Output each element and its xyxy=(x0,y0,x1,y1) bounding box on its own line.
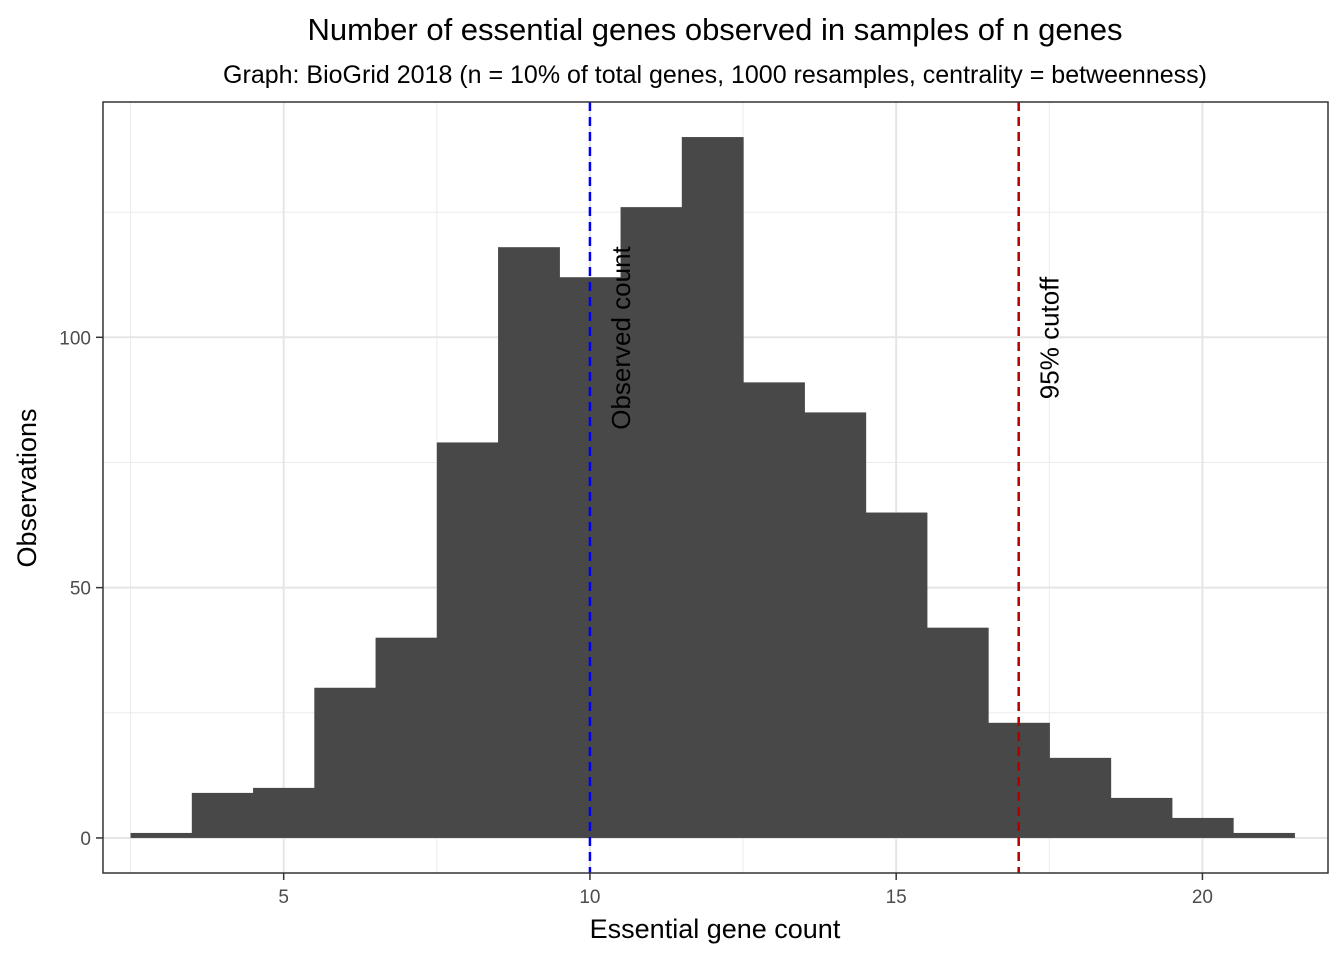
x-tick-label: 15 xyxy=(886,887,907,908)
x-axis-ticks: 5 10 15 20 xyxy=(278,873,1213,908)
histogram-bar xyxy=(253,787,315,838)
histogram-bar xyxy=(743,382,805,838)
histogram-bar xyxy=(681,137,744,838)
chart-title: Number of essential genes observed in sa… xyxy=(307,12,1122,47)
x-tick-label: 20 xyxy=(1192,887,1213,908)
y-tick-label: 100 xyxy=(59,328,91,349)
x-tick-label: 5 xyxy=(278,887,289,908)
y-tick-label: 50 xyxy=(70,579,91,600)
histogram-bars xyxy=(130,137,1295,838)
histogram-bar xyxy=(436,442,499,838)
reference-line-label: 95% cutoff xyxy=(1035,276,1065,399)
histogram-bar xyxy=(804,412,867,838)
chart-subtitle: Graph: BioGrid 2018 (n = 10% of total ge… xyxy=(223,61,1207,89)
x-axis-title: Essential gene count xyxy=(590,914,841,944)
histogram-bar xyxy=(1233,832,1295,838)
histogram-bar xyxy=(191,792,254,838)
reference-line-label: Observed count xyxy=(606,245,636,429)
histogram-bar xyxy=(1049,757,1112,838)
y-axis-ticks: 0 50 100 xyxy=(59,328,103,850)
x-tick-label: 10 xyxy=(579,887,600,908)
histogram-bar xyxy=(314,687,377,838)
histogram-bar xyxy=(498,247,560,838)
histogram-bar xyxy=(1110,797,1173,838)
y-tick-label: 0 xyxy=(80,829,91,850)
histogram-bar xyxy=(1171,817,1234,838)
plot-border xyxy=(102,101,1329,874)
reference-lines: Observed count 95% cutoff xyxy=(588,102,1065,873)
y-axis-title: Observations xyxy=(12,408,42,567)
plot-panel: Observed count 95% cutoff xyxy=(102,101,1329,874)
histogram-bar xyxy=(926,627,989,838)
histogram-bar xyxy=(865,512,928,838)
histogram-bar xyxy=(130,832,193,838)
histogram-bar xyxy=(375,637,438,838)
histogram-bar xyxy=(620,207,683,838)
